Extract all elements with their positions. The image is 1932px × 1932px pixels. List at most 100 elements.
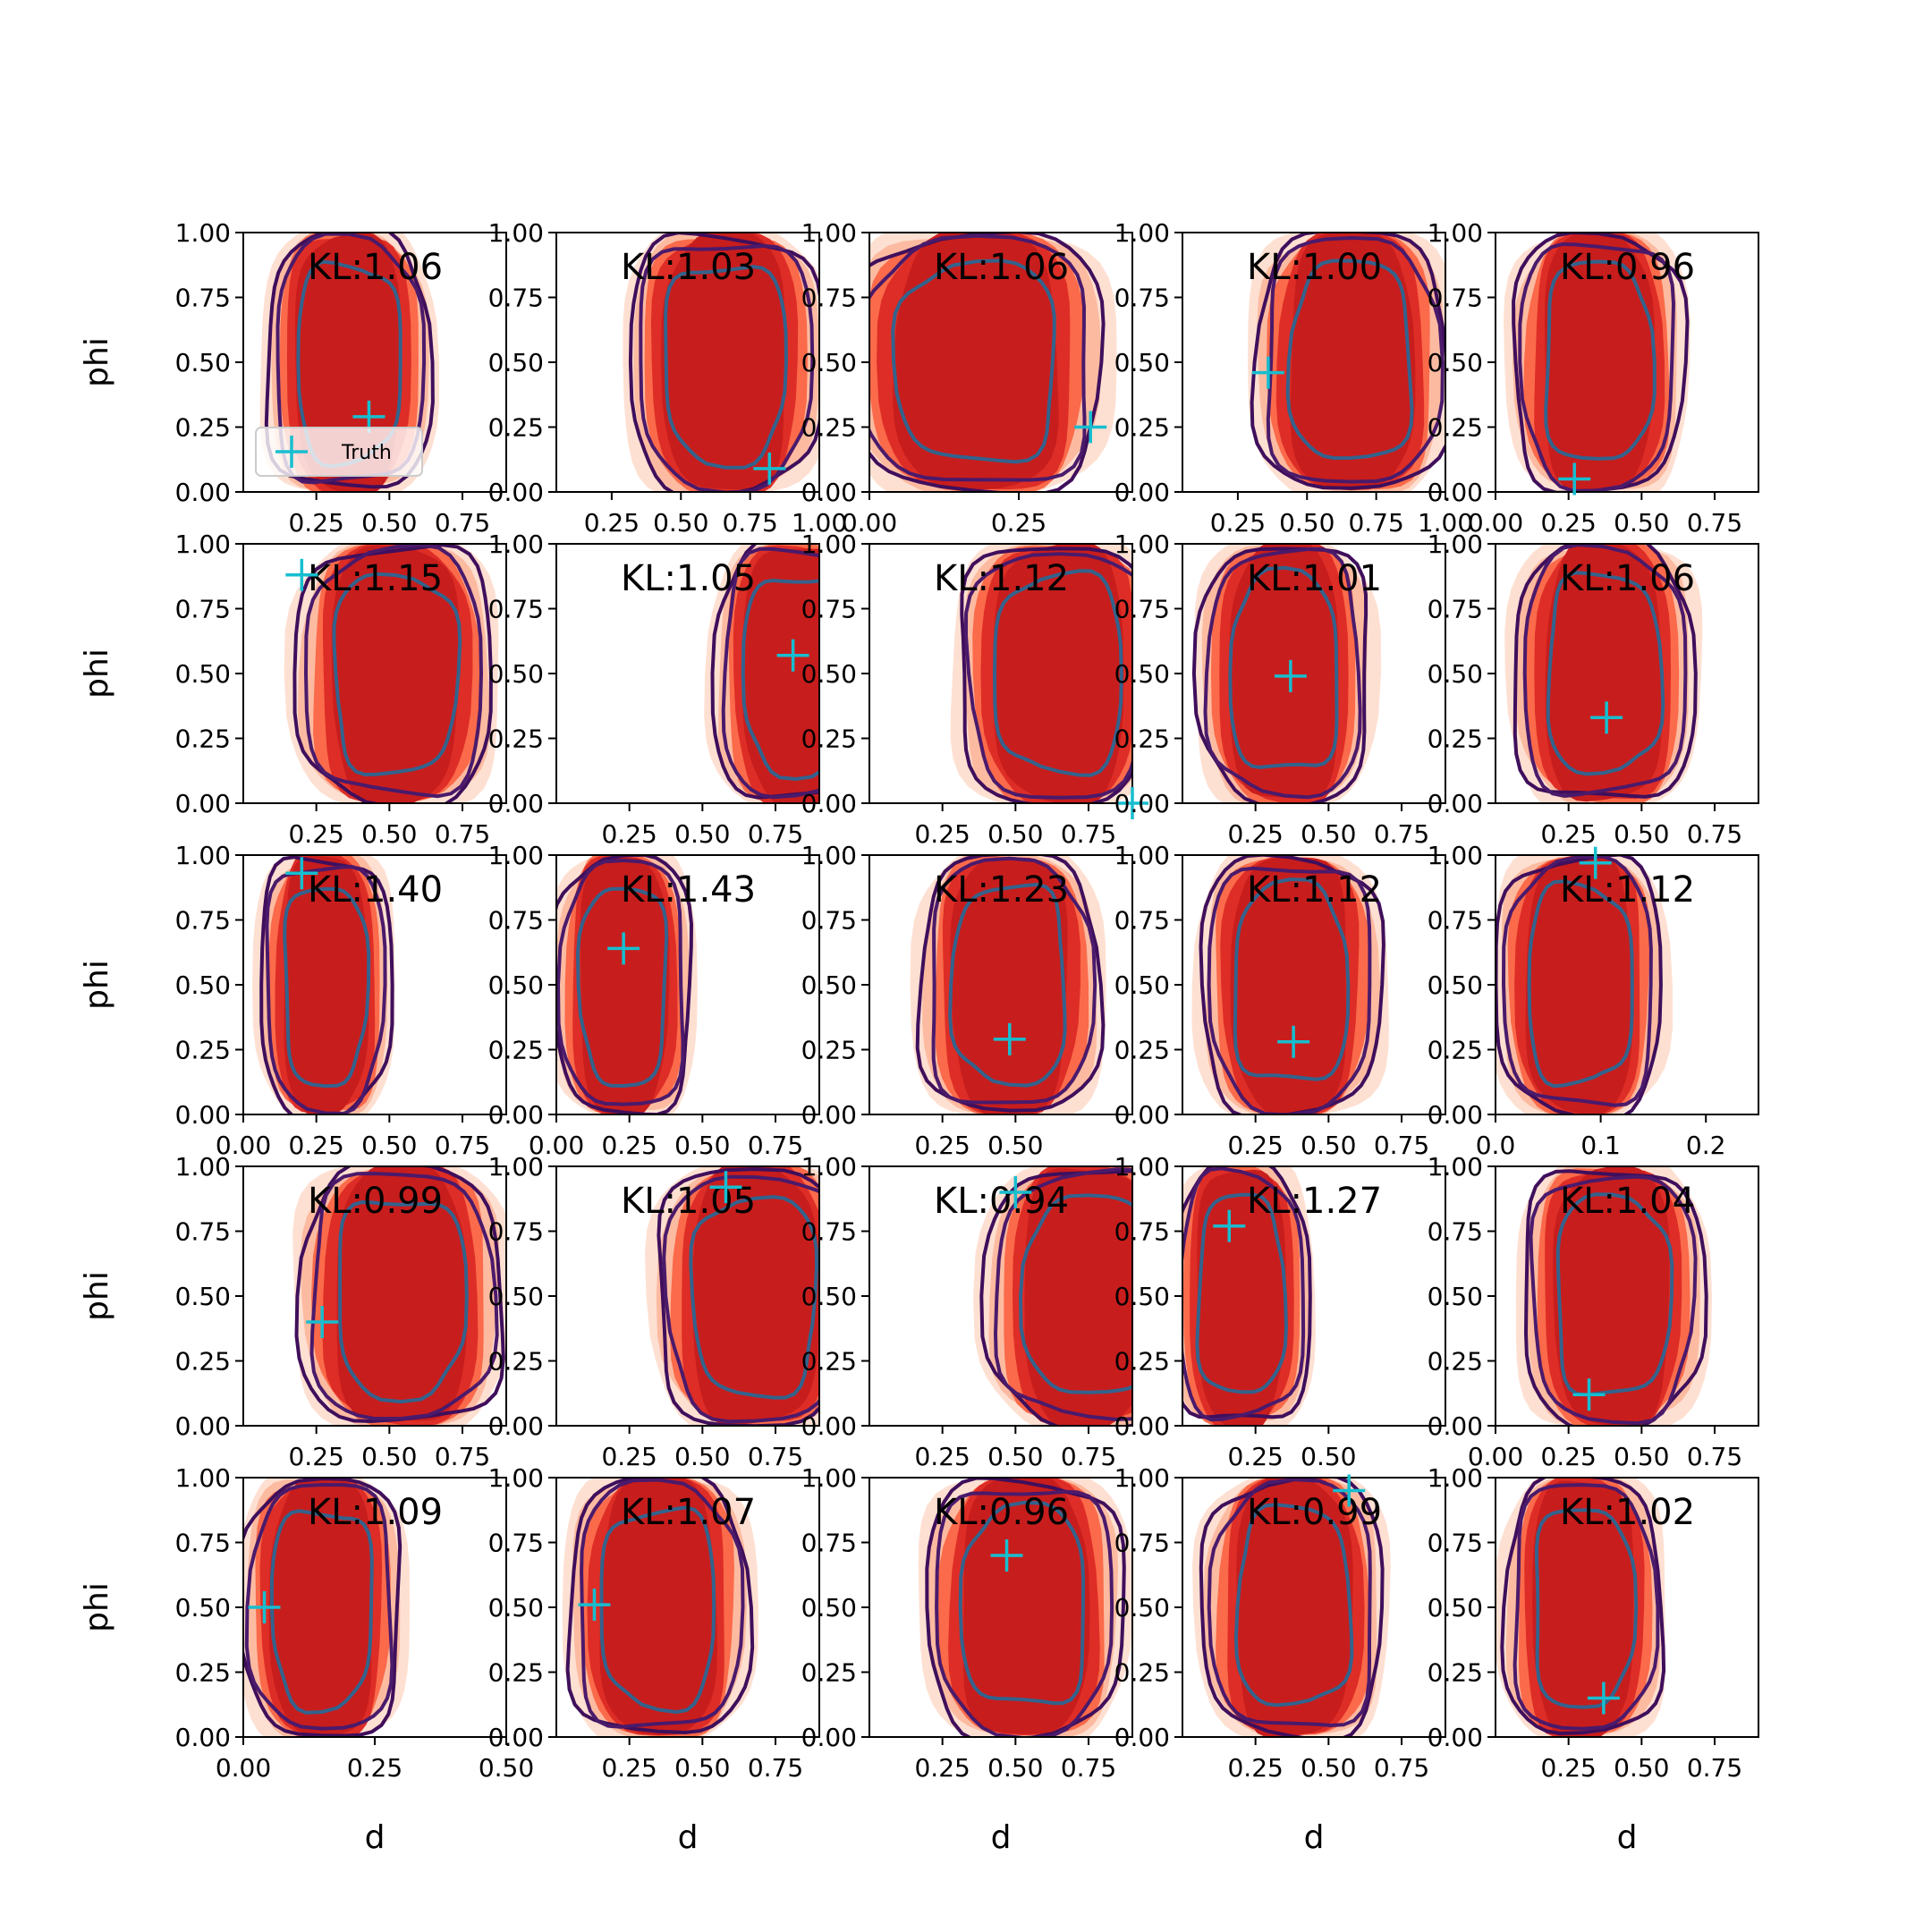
x-tick-label: 0.00 [1468,508,1523,538]
x-tick-label: 0.50 [479,1753,534,1783]
subplot-panel: 0.00 0.25 0.50 0.75 1.00 0.0 0.1 0.2 KL:1.12 [1428,841,1759,1160]
y-tick-label: 0.75 [175,284,231,313]
x-tick-label: 0.50 [1301,1131,1356,1160]
x-tick-label: 0.00 [842,508,897,538]
kl-annotation: KL:0.99 [308,1181,443,1222]
y-tick-label: 0.00 [801,789,857,818]
mid-contour-line [580,1478,745,1729]
x-tick-label: 0.75 [1687,508,1742,538]
outer-contour-line [657,1167,819,1426]
kl-annotation: KL:1.12 [934,558,1069,599]
subplot-panel: 0.00 0.25 0.50 0.75 1.00 0.25 0.50 0.75 KL:1.05 [488,530,820,849]
truth-marker [1251,356,1284,389]
y-tick-label: 0.75 [488,906,544,936]
y-tick-label: 0.25 [1428,413,1483,443]
mid-contour-line [639,243,815,492]
truth-marker [1572,1378,1606,1411]
subplot-panel: 0.00 0.25 0.50 0.75 1.00 0.25 0.50 0.75 1.00 KL:1… [488,218,848,538]
inner-contour-line [664,265,789,470]
x-tick-label: 0.50 [1301,1442,1356,1471]
x-tick-label: 0.75 [748,1442,803,1471]
y-tick-label: 0.25 [801,413,857,443]
kl-annotation: KL:1.43 [621,869,756,911]
density-fill-level [692,1166,819,1426]
outer-contour-line [1191,547,1368,803]
y-tick-label: 0.25 [175,1036,231,1065]
kl-annotation: KL:1.06 [934,247,1069,288]
density-fill-level [661,233,785,490]
y-tick-label: 1.00 [801,1152,857,1182]
y-tick-label: 0.50 [488,970,544,1000]
density-fill-level [1545,544,1662,802]
y-tick-label: 0.25 [1428,724,1483,754]
subplot-panel: 0.00 0.25 0.50 0.75 1.00 0.25 0.50 0.75 KL:1.02 d [1428,1463,1759,1856]
x-tick-label: 0.50 [674,1442,730,1471]
density-fill-level [1229,544,1339,800]
kl-annotation: KL:1.27 [1247,1181,1382,1222]
y-tick-label: 0.25 [801,1036,857,1065]
y-tick-label: 0.75 [801,595,857,624]
y-tick-label: 0.75 [801,284,857,313]
x-tick-label: 0.25 [288,1442,343,1471]
inner-contour-line [891,258,1056,464]
y-tick-label: 0.00 [488,789,544,818]
mid-contour-line [303,544,484,799]
inner-contour-line [741,578,819,782]
x-tick-label: 0.25 [1540,819,1596,849]
x-tick-label: 0.25 [601,819,657,849]
y-tick-label: 0.75 [488,284,544,313]
y-tick-label: 0.75 [1114,1217,1170,1247]
y-axis-title: phi [79,337,115,387]
inner-contour-line [338,1199,469,1404]
y-tick-label: 0.00 [801,1723,857,1752]
x-axis-title: d [365,1819,386,1856]
y-tick-label: 1.00 [1428,841,1483,870]
x-axis-title: d [678,1819,699,1856]
outer-contour-line [565,1478,755,1735]
kl-annotation: KL:1.06 [308,247,443,288]
mid-contour-line [244,1482,394,1731]
y-tick-label: 1.00 [488,530,544,559]
y-tick-label: 0.25 [175,1658,231,1688]
density-fill-level [284,855,369,1114]
y-tick-label: 0.25 [1114,724,1170,754]
y-tick-label: 0.25 [801,724,857,754]
kl-annotation: KL:1.40 [308,869,443,911]
y-tick-label: 0.75 [488,1529,544,1558]
outer-contour-line [915,855,1106,1113]
y-tick-label: 0.25 [488,1347,544,1377]
kl-annotation: KL:1.00 [1247,247,1382,288]
y-tick-label: 0.00 [1114,478,1170,507]
y-tick-label: 0.25 [1114,1036,1170,1065]
inner-contour-line [689,1195,819,1400]
y-tick-label: 0.50 [488,348,544,377]
x-tick-label: 0.00 [529,1131,584,1160]
y-axis-title: phi [79,648,115,699]
y-tick-label: 0.75 [175,1217,231,1247]
x-tick-label: 0.50 [361,1442,417,1471]
x-tick-label: 0.75 [1374,1131,1429,1160]
subplot-panel: 0.00 0.25 0.50 0.75 1.00 0.25 0.50 0.75 KL:0.94 [801,1152,1133,1471]
y-tick-label: 0.00 [175,1723,231,1752]
inner-contour-line [332,572,462,777]
y-tick-label: 0.50 [801,659,857,689]
y-tick-label: 0.75 [1114,595,1170,624]
mid-contour-line [1529,1174,1698,1426]
inner-contour-line [992,569,1123,777]
subplot-panel: 0.00 0.25 0.50 0.75 1.00 0.25 0.50 0.75 KL:0.99 d [1114,1463,1446,1856]
y-tick-label: 0.75 [488,1217,544,1247]
inner-contour-line [1195,1192,1289,1394]
y-tick-label: 1.00 [175,1463,231,1493]
kl-annotation: KL:1.23 [934,869,1069,911]
outer-contour-line [1250,233,1445,490]
subplot-panel: 0.00 0.25 0.50 0.75 1.00 0.00 0.25 KL:1.06 [801,218,1133,538]
inner-contour-line [1555,1192,1674,1397]
mid-contour-line [1203,547,1362,800]
y-tick-label: 0.00 [175,1100,231,1130]
density-fill-level [1236,1478,1353,1737]
density-fill-level [336,1166,468,1421]
kl-annotation: KL:1.15 [308,558,443,599]
y-tick-label: 0.75 [1428,1217,1483,1247]
y-tick-label: 0.50 [1114,970,1170,1000]
